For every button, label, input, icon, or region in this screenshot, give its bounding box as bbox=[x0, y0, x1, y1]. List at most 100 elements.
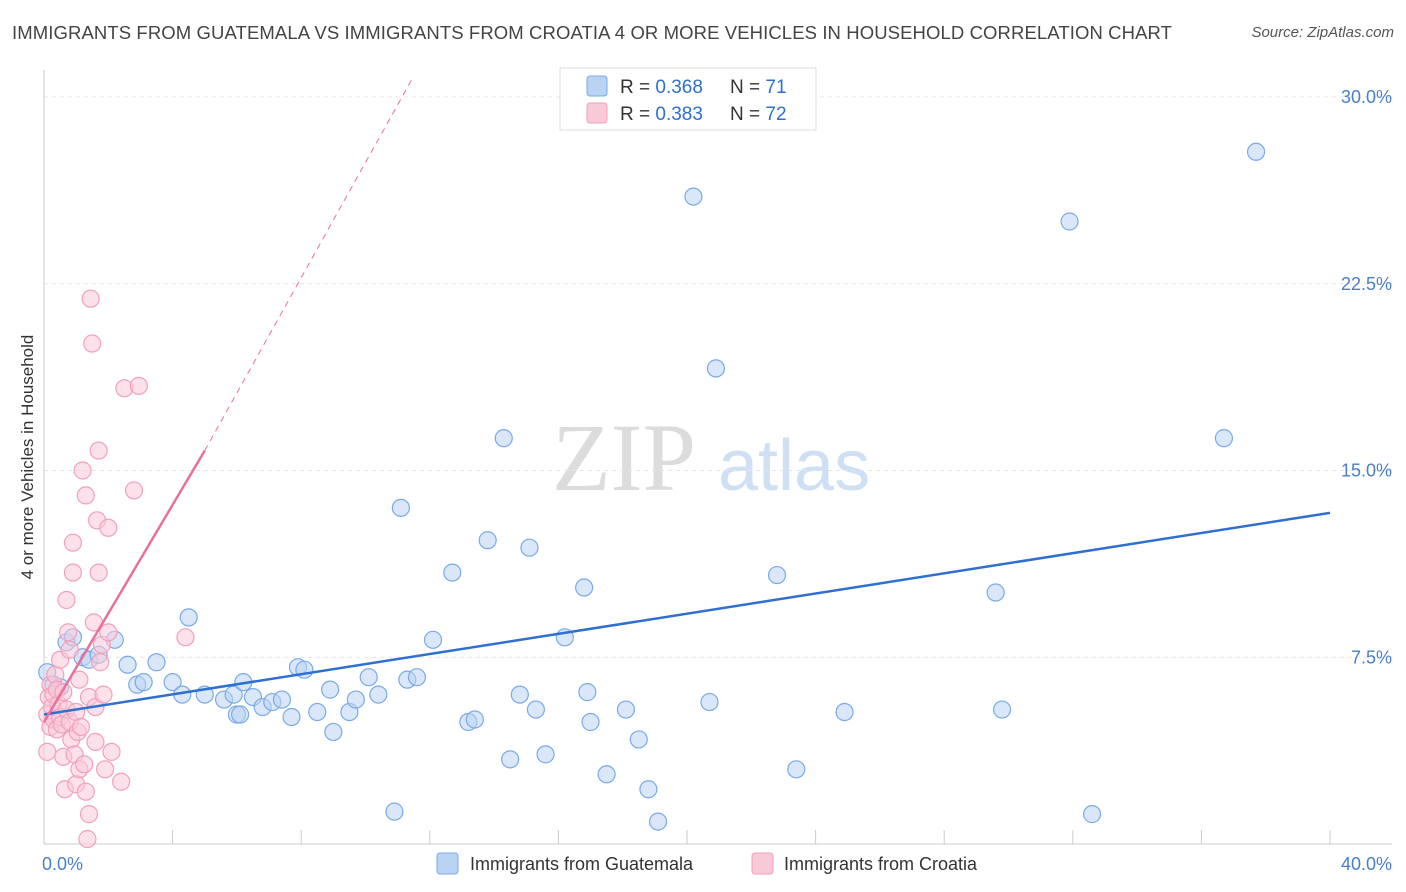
guatemala-point bbox=[526, 700, 545, 719]
legend-r-value: 0.383 bbox=[655, 104, 703, 125]
guatemala-point bbox=[501, 750, 520, 769]
series-guatemala-points bbox=[38, 142, 1266, 831]
croatia-point bbox=[71, 717, 91, 737]
guatemala-point bbox=[308, 702, 327, 722]
legend-swatch-guatemala bbox=[586, 75, 608, 97]
legend-swatch-croatia bbox=[586, 102, 608, 124]
legend-r-label: R = bbox=[620, 77, 655, 98]
croatia-point bbox=[57, 590, 76, 610]
guatemala-point bbox=[369, 685, 388, 704]
watermark: ZIP atlas bbox=[552, 404, 870, 511]
guatemala-point bbox=[282, 707, 301, 727]
bottom-legend-swatch-croatia bbox=[751, 852, 774, 875]
y-tick-label: 7.5% bbox=[1351, 647, 1392, 667]
legend-n-label: N = bbox=[730, 104, 765, 125]
guatemala-point bbox=[597, 765, 616, 784]
guatemala-point bbox=[163, 673, 182, 692]
croatia-point bbox=[99, 623, 118, 642]
guatemala-point bbox=[179, 608, 198, 627]
croatia-point bbox=[73, 461, 92, 480]
guatemala-point bbox=[510, 685, 529, 704]
grid bbox=[44, 96, 1392, 658]
croatia-point bbox=[89, 563, 108, 582]
legend-n-label: N = bbox=[730, 77, 765, 98]
croatia-point bbox=[76, 782, 95, 801]
guatemala-point bbox=[346, 690, 365, 709]
croatia-trend-extension bbox=[204, 75, 415, 451]
guatemala-point bbox=[423, 630, 443, 649]
croatia-point bbox=[124, 481, 144, 500]
y-tick-label: 22.5% bbox=[1341, 274, 1392, 294]
y-tick-labels: 7.5% 15.0% 22.5% 30.0% bbox=[1341, 87, 1392, 667]
guatemala-point bbox=[684, 187, 703, 206]
croatia-point bbox=[63, 533, 83, 552]
guatemala-trend-line bbox=[43, 511, 1331, 716]
croatia-point bbox=[129, 376, 148, 395]
bottom-legend-label-croatia: Immigrants from Croatia bbox=[784, 854, 978, 874]
guatemala-point bbox=[1060, 212, 1079, 231]
guatemala-point bbox=[494, 429, 513, 448]
guatemala-point bbox=[134, 673, 153, 692]
guatemala-point bbox=[706, 359, 726, 378]
guatemala-point bbox=[407, 668, 427, 687]
croatia-point bbox=[94, 685, 113, 704]
x-tick-label-min: 0.0% bbox=[42, 854, 83, 874]
guatemala-point bbox=[385, 802, 404, 821]
guatemala-point bbox=[147, 653, 166, 672]
croatia-point bbox=[86, 732, 105, 752]
guatemala-point bbox=[321, 680, 340, 699]
bottom-legend-label-guatemala: Immigrants from Guatemala bbox=[470, 854, 694, 874]
y-axis-label: 4 or more Vehicles in Household bbox=[18, 335, 37, 580]
croatia-point bbox=[81, 289, 100, 308]
x-tick-label-max: 40.0% bbox=[1341, 854, 1392, 874]
guatemala-point bbox=[767, 565, 787, 585]
x-ticks bbox=[43, 830, 1331, 844]
guatemala-point bbox=[465, 710, 484, 729]
croatia-point bbox=[78, 829, 97, 849]
croatia-point bbox=[99, 518, 118, 537]
guatemala-point bbox=[986, 583, 1005, 602]
guatemala-point bbox=[443, 563, 462, 582]
guatemala-point bbox=[581, 712, 600, 732]
stats-legend: R = 0.368 N = 71 R = 0.383 N = 72 bbox=[559, 67, 817, 131]
guatemala-point bbox=[520, 538, 539, 557]
croatia-point bbox=[176, 628, 195, 647]
bottom-legend-swatch-guatemala bbox=[436, 852, 459, 875]
guatemala-point bbox=[1246, 142, 1266, 161]
guatemala-point bbox=[272, 690, 292, 709]
legend-row-guatemala: R = 0.368 N = 71 bbox=[620, 77, 787, 98]
chart-title: IMMIGRANTS FROM GUATEMALA VS IMMIGRANTS … bbox=[12, 22, 1173, 43]
guatemala-point bbox=[536, 745, 555, 764]
guatemala-point bbox=[787, 760, 806, 779]
croatia-point bbox=[102, 742, 121, 761]
croatia-point bbox=[59, 623, 78, 642]
guatemala-point bbox=[1214, 429, 1234, 448]
croatia-point bbox=[112, 772, 131, 791]
watermark-zip: ZIP bbox=[552, 404, 696, 511]
legend-r-label: R = bbox=[620, 104, 655, 125]
legend-row-croatia: R = 0.383 N = 72 bbox=[620, 104, 787, 125]
legend-r-value: 0.368 bbox=[655, 77, 703, 98]
guatemala-point bbox=[391, 498, 410, 517]
guatemala-point bbox=[629, 730, 648, 749]
croatia-point bbox=[89, 441, 108, 460]
y-tick-label: 15.0% bbox=[1341, 461, 1392, 481]
guatemala-point bbox=[359, 668, 378, 687]
guatemala-point bbox=[575, 578, 594, 597]
legend-n-value: 72 bbox=[765, 104, 786, 125]
guatemala-point bbox=[324, 722, 343, 742]
croatia-point bbox=[38, 742, 57, 761]
croatia-point bbox=[75, 755, 94, 774]
guatemala-point bbox=[700, 692, 719, 712]
y-tick-label: 30.0% bbox=[1341, 87, 1392, 107]
guatemala-point bbox=[992, 700, 1012, 719]
series-croatia-points bbox=[38, 289, 195, 849]
guatemala-point bbox=[118, 655, 137, 674]
croatia-point bbox=[76, 486, 95, 505]
guatemala-point bbox=[478, 531, 497, 550]
guatemala-point bbox=[835, 702, 854, 722]
series-legend: Immigrants from Guatemala Immigrants fro… bbox=[436, 852, 978, 875]
guatemala-point bbox=[231, 705, 250, 724]
guatemala-point bbox=[639, 780, 658, 799]
croatia-point bbox=[83, 334, 102, 353]
